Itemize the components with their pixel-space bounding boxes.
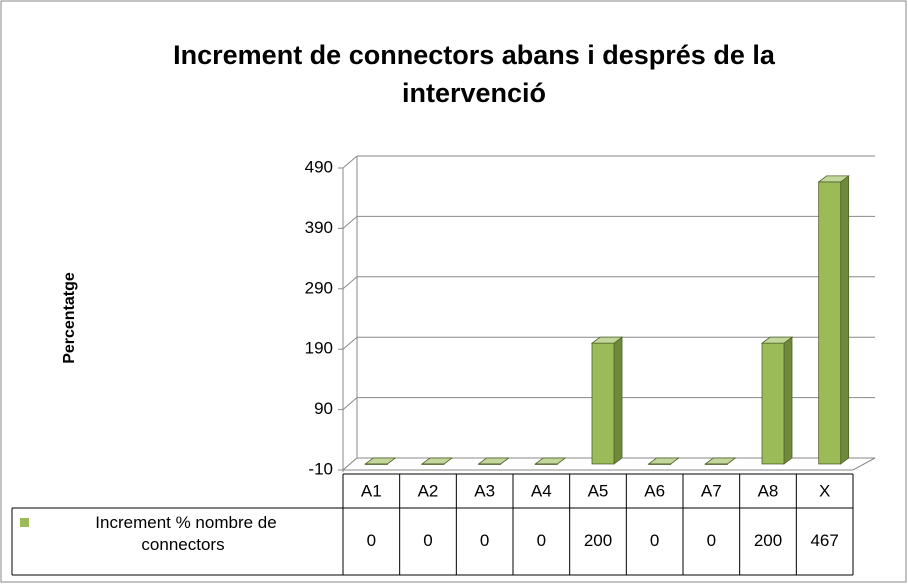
bar-top: [477, 457, 510, 465]
bar-side: [783, 336, 793, 465]
table-value: 0: [480, 531, 489, 550]
table-value: 200: [584, 531, 612, 550]
y-tick-label: 390: [305, 218, 333, 237]
bar-top: [420, 457, 454, 465]
table-value: 0: [650, 531, 659, 550]
grid-line: [342, 276, 358, 290]
bar-side: [840, 175, 850, 465]
x-tick-label: A5: [588, 481, 609, 500]
x-tick-label: A3: [474, 481, 495, 500]
y-tick-label: 90: [314, 399, 333, 418]
y-tick-label: 490: [305, 157, 333, 176]
x-tick-label: A1: [361, 481, 382, 500]
x-tick-label: A7: [701, 481, 722, 500]
table-value: 200: [754, 531, 782, 550]
x-tick-label: X: [819, 481, 830, 500]
x-tick-label: A4: [531, 481, 552, 500]
bar-top: [534, 457, 567, 465]
chart-title: Increment de connectors abans i després …: [173, 40, 775, 108]
grid-line: [342, 336, 358, 350]
x-tick-label: A8: [758, 481, 779, 500]
bar-side: [613, 336, 623, 465]
table-value: 0: [537, 531, 546, 550]
grid-line: [342, 155, 358, 169]
y-tick-label: -10: [308, 459, 333, 478]
bar-top: [647, 457, 680, 465]
bar-top: [760, 336, 794, 344]
grid-line: [342, 216, 358, 229]
table-value: 0: [367, 531, 376, 550]
y-tick-label: 190: [305, 339, 333, 358]
y-tick-label: 290: [305, 278, 333, 297]
table-value: 467: [810, 531, 838, 550]
table-value: 0: [707, 531, 716, 550]
table-value: 0: [423, 531, 432, 550]
bar-top: [817, 175, 850, 183]
legend-key: [20, 518, 29, 527]
legend-label: Increment % nombre de connectors: [95, 513, 276, 554]
bar-top: [364, 457, 397, 465]
grid-line: [342, 397, 358, 410]
bar-top: [590, 336, 624, 344]
x-tick-label: A2: [418, 481, 439, 500]
bar: [761, 342, 785, 465]
y-axis-label: Percentatge: [61, 272, 78, 364]
x-tick-label: A6: [644, 481, 665, 500]
bar: [591, 342, 615, 465]
bar-top: [704, 457, 737, 465]
bar: [818, 181, 842, 465]
